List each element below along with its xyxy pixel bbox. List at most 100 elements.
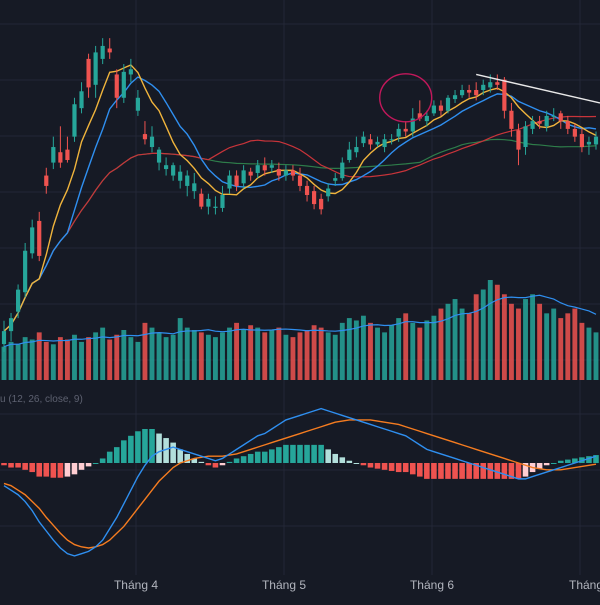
- volume-bar: [339, 322, 345, 380]
- candle-body: [255, 165, 260, 173]
- candle: [340, 157, 345, 181]
- macd-histogram-bar: [219, 463, 226, 466]
- volume-bar: [516, 308, 521, 380]
- macd-histogram-bar: [522, 463, 529, 477]
- macd-histogram-bar: [50, 463, 57, 478]
- volume-bar: [22, 337, 28, 380]
- volume-bar: [107, 339, 113, 380]
- candle-body: [206, 198, 211, 207]
- candle: [65, 136, 70, 163]
- candle-body: [579, 134, 584, 148]
- macd-histogram-bar: [22, 463, 28, 470]
- candle-body: [502, 79, 507, 111]
- candle: [234, 170, 239, 192]
- candle: [312, 185, 317, 210]
- volume-bar: [382, 332, 388, 380]
- candle-body: [178, 171, 183, 181]
- candle: [199, 188, 204, 210]
- candle-body: [171, 165, 176, 176]
- macd-histogram-bar: [374, 463, 381, 469]
- volume-bar: [431, 315, 437, 380]
- candle: [410, 108, 415, 137]
- volume-bar: [403, 313, 409, 380]
- volume-bar: [537, 303, 543, 380]
- macd-histogram-bar: [106, 451, 113, 463]
- macd-histogram-bar: [269, 449, 275, 463]
- volume-bar: [248, 325, 254, 380]
- candle: [551, 108, 556, 122]
- candle: [389, 134, 394, 145]
- candle: [502, 77, 507, 119]
- macd-histogram-bar: [71, 463, 78, 475]
- ma-slow-line: [3, 115, 597, 332]
- candle-body: [326, 188, 331, 197]
- candle-body: [58, 152, 63, 163]
- candle-body: [51, 147, 56, 163]
- volume-bar: [579, 322, 585, 380]
- macd-histogram-bar: [254, 451, 261, 463]
- macd-histogram-bar: [360, 463, 367, 466]
- volume-bar: [100, 327, 106, 380]
- candle-body: [149, 136, 155, 148]
- candle-body: [445, 97, 451, 111]
- macd-histogram-bar: [565, 459, 571, 463]
- candle-body: [537, 121, 542, 124]
- candle-body: [495, 82, 500, 85]
- macd-histogram-bar: [367, 463, 374, 468]
- macd-histogram-bar: [339, 457, 346, 463]
- candle: [558, 110, 563, 129]
- candle-body: [290, 170, 296, 176]
- candle: [319, 193, 324, 215]
- candle: [128, 58, 133, 83]
- volume-bar: [389, 325, 395, 380]
- volume-bar: [220, 332, 225, 380]
- macd-histogram-bar: [318, 444, 324, 463]
- macd-histogram-bar: [135, 431, 141, 463]
- macd-histogram-bar: [557, 460, 564, 463]
- volume-bar: [438, 308, 444, 380]
- grid: [0, 0, 600, 575]
- candle-body: [156, 149, 162, 163]
- candle-body: [438, 105, 444, 111]
- macd-histogram-bar: [156, 433, 162, 463]
- candle-body: [30, 227, 35, 254]
- volume-bar: [318, 327, 324, 380]
- volume-bar: [424, 320, 430, 380]
- volume-bar: [177, 318, 183, 380]
- macd-histogram-bar: [290, 444, 296, 463]
- macd-histogram-bar: [276, 447, 282, 463]
- candles: [1, 38, 599, 352]
- candle-body: [481, 84, 486, 90]
- macd-histogram-bar: [424, 463, 430, 479]
- candle: [326, 183, 331, 202]
- volume-bar: [332, 334, 338, 380]
- volume-bar: [227, 327, 232, 380]
- candle-body: [312, 191, 317, 205]
- macd-histogram-bar: [395, 463, 402, 473]
- candle-body: [16, 289, 21, 312]
- candle: [164, 157, 169, 176]
- candle-body: [340, 162, 345, 179]
- volume-bar: [163, 337, 169, 380]
- candle-body: [248, 171, 253, 176]
- volume-bar: [135, 341, 141, 380]
- candle: [79, 82, 84, 114]
- candle-body: [276, 169, 281, 176]
- candle: [93, 45, 98, 98]
- macd-histogram-bar: [184, 453, 191, 463]
- candle: [283, 165, 288, 181]
- candle-body: [262, 165, 267, 171]
- candle-body: [185, 175, 190, 186]
- candle: [593, 131, 599, 150]
- volume-bar: [586, 327, 592, 380]
- candle: [185, 170, 190, 197]
- volume-bar: [593, 332, 599, 380]
- volume-bar: [368, 322, 373, 380]
- volume-bar: [50, 344, 56, 380]
- candle: [206, 193, 211, 215]
- candle: [445, 95, 451, 114]
- candle: [269, 160, 274, 173]
